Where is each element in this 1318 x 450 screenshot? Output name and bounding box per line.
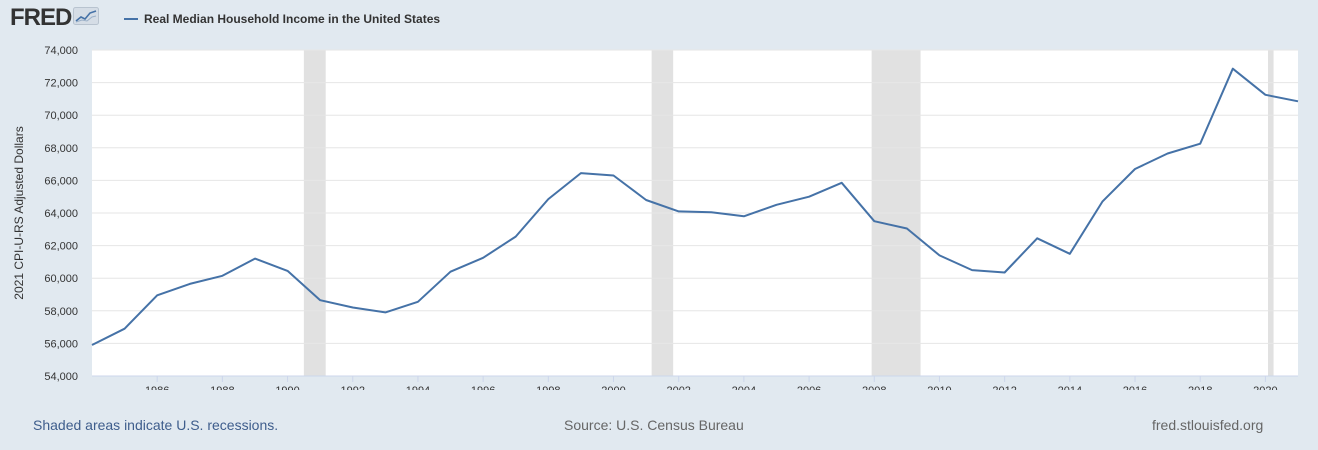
data-point[interactable]	[1067, 251, 1073, 257]
x-tick-label: 2000	[601, 385, 625, 390]
y-tick-label: 58,000	[44, 306, 78, 318]
y-tick-label: 68,000	[44, 143, 78, 155]
recession-note-link[interactable]: Shaded areas indicate U.S. recessions.	[33, 417, 279, 433]
x-tick-label: 2012	[992, 385, 1016, 390]
data-point[interactable]	[969, 267, 975, 273]
data-point[interactable]	[89, 342, 95, 348]
legend-series-label: Real Median Household Income in the Unit…	[144, 12, 441, 26]
x-tick-label: 2004	[732, 385, 756, 390]
y-tick-label: 72,000	[44, 78, 78, 90]
data-point[interactable]	[317, 297, 323, 303]
data-point[interactable]	[154, 292, 160, 298]
data-point[interactable]	[545, 196, 551, 202]
data-point[interactable]	[839, 180, 845, 186]
data-point[interactable]	[611, 173, 617, 179]
data-point[interactable]	[1295, 98, 1301, 104]
y-tick-label: 64,000	[44, 208, 78, 220]
y-tick-label: 56,000	[44, 338, 78, 350]
data-point[interactable]	[578, 170, 584, 176]
data-point[interactable]	[741, 213, 747, 219]
data-point[interactable]	[643, 197, 649, 203]
y-tick-label: 74,000	[44, 45, 78, 57]
data-point[interactable]	[676, 208, 682, 214]
data-point[interactable]	[1034, 235, 1040, 241]
legend-line-swatch	[124, 18, 138, 20]
data-point[interactable]	[1002, 269, 1008, 275]
x-tick-label: 2010	[927, 385, 951, 390]
y-tick-label: 66,000	[44, 175, 78, 187]
series-line[interactable]	[91, 67, 1299, 346]
data-point[interactable]	[904, 225, 910, 231]
chart-area: 54,000 56,000 58,000 60,000 62,000 64,000 66,0…	[0, 40, 1318, 397]
y-tick-label: 70,000	[44, 110, 78, 122]
x-tick-label: 1990	[275, 385, 299, 390]
data-point[interactable]	[219, 273, 225, 279]
data-point[interactable]	[122, 326, 128, 332]
data-point[interactable]	[1197, 141, 1203, 147]
x-tick-label: 2002	[666, 385, 690, 390]
data-point[interactable]	[513, 234, 519, 240]
data-point[interactable]	[1132, 166, 1138, 172]
x-tick-label: 1998	[536, 385, 560, 390]
y-tick-label: 62,000	[44, 241, 78, 253]
data-point[interactable]	[285, 268, 291, 274]
data-point[interactable]	[382, 309, 388, 315]
x-tick-label: 1996	[471, 385, 495, 390]
data-point[interactable]	[1165, 151, 1171, 157]
y-tick-label: 54,000	[44, 371, 78, 383]
data-point[interactable]	[448, 269, 454, 275]
x-tick-label: 1988	[210, 385, 234, 390]
x-tick-label: 2016	[1123, 385, 1147, 390]
data-point[interactable]	[1230, 66, 1236, 72]
data-point[interactable]	[936, 252, 942, 258]
data-point[interactable]	[1099, 199, 1105, 205]
x-tick-label: 2008	[862, 385, 886, 390]
data-point[interactable]	[806, 194, 812, 200]
x-tick-label: 2018	[1188, 385, 1212, 390]
site-url[interactable]: fred.stlouisfed.org	[1152, 417, 1264, 433]
chart-legend[interactable]: Real Median Household Income in the Unit…	[124, 12, 440, 26]
x-tick-label: 2020	[1253, 385, 1277, 390]
data-point[interactable]	[480, 255, 486, 261]
data-point[interactable]	[708, 209, 714, 215]
data-point[interactable]	[252, 256, 258, 262]
data-point[interactable]	[1262, 92, 1268, 98]
source-label: Source: U.S. Census Bureau	[564, 417, 744, 433]
x-tick-label: 1992	[341, 385, 365, 390]
y-tick-label: 60,000	[44, 273, 78, 285]
logo-text: FRED	[10, 4, 72, 31]
line-chart-badge-icon	[73, 6, 100, 30]
data-point[interactable]	[187, 281, 193, 287]
line-chart[interactable]: 54,000 56,000 58,000 60,000 62,000 64,000 66,0…	[0, 40, 1318, 397]
x-tick-label: 1994	[406, 385, 430, 390]
x-tick-label: 1986	[145, 385, 169, 390]
fred-logo[interactable]: FRED	[10, 4, 100, 31]
x-tick-label: 2006	[797, 385, 821, 390]
x-tick-label: 2014	[1058, 385, 1082, 390]
data-point[interactable]	[415, 299, 421, 305]
data-point[interactable]	[350, 305, 356, 311]
data-point[interactable]	[871, 218, 877, 224]
data-point[interactable]	[773, 202, 779, 208]
chart-header: FRED Real Median Household Income in the…	[0, 0, 1318, 40]
y-axis-label: 2021 CPI-U-RS Adjusted Dollars	[12, 126, 26, 299]
